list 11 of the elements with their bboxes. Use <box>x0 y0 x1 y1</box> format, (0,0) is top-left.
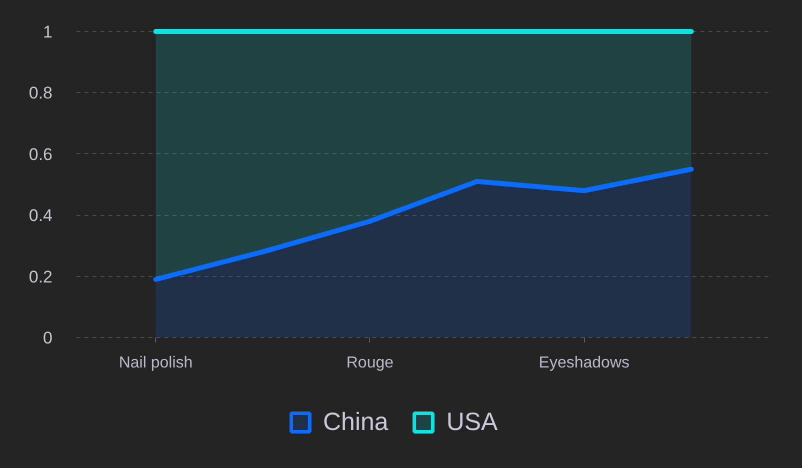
legend-label: China <box>323 408 388 436</box>
y-tick-label: 0 <box>43 328 53 348</box>
x-tick-label: Rouge <box>346 354 394 372</box>
y-tick-label: 1 <box>43 22 53 42</box>
y-tick-label: 0.6 <box>28 144 53 164</box>
x-tick-label: Eyeshadows <box>538 354 630 372</box>
x-tick-label: Nail polish <box>118 354 193 372</box>
y-tick-label: 0.8 <box>28 84 53 103</box>
y-tick-label: 0.2 <box>28 267 53 286</box>
y-tick-label: 0.4 <box>28 206 53 226</box>
legend-label: USA <box>446 408 498 436</box>
